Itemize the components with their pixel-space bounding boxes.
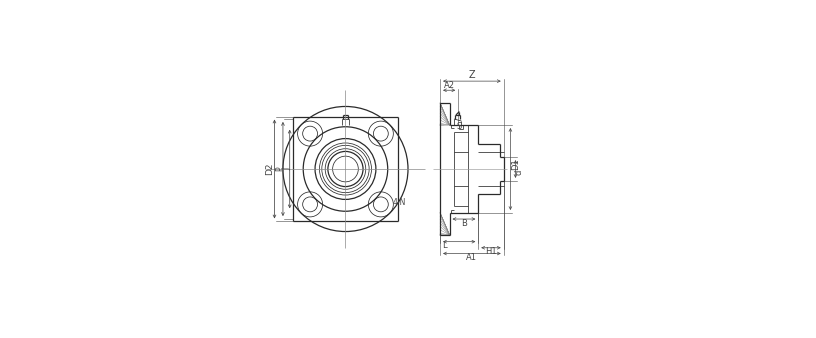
Text: D1: D1 [511, 158, 520, 170]
Text: D2: D2 [265, 163, 275, 175]
Text: Z: Z [468, 70, 475, 80]
Text: B: B [461, 219, 467, 228]
Text: A2: A2 [444, 81, 455, 90]
Text: A1: A1 [467, 254, 477, 262]
Text: d: d [514, 170, 523, 175]
Text: L: L [441, 241, 446, 250]
Text: S: S [456, 122, 462, 131]
Text: H1: H1 [486, 247, 497, 256]
Text: 4-N: 4-N [392, 198, 406, 207]
Text: P: P [275, 167, 285, 171]
Text: J: J [282, 168, 291, 170]
